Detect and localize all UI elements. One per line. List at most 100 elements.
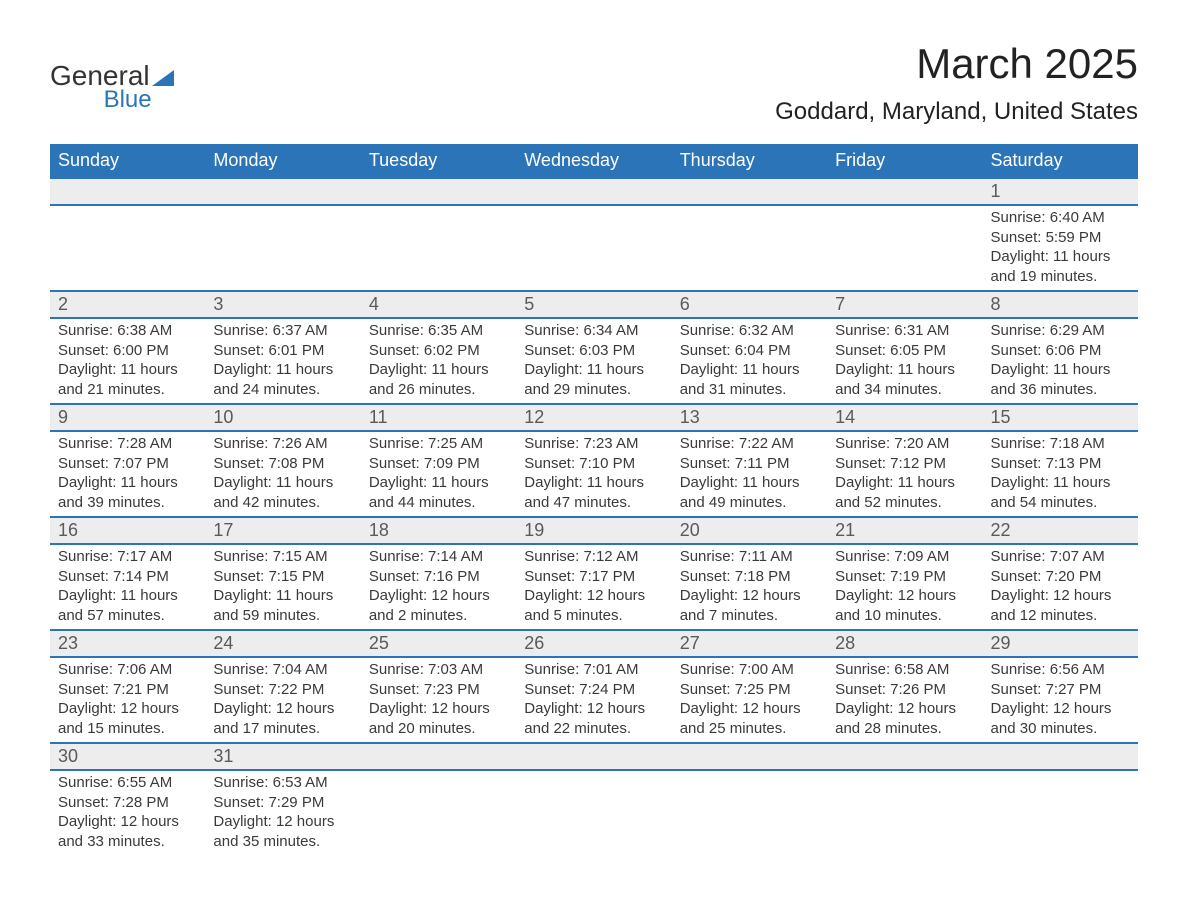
day-cell-details: Sunrise: 7:03 AMSunset: 7:23 PMDaylight:…	[361, 657, 516, 743]
empty-cell	[827, 178, 982, 205]
day-cell-number: 24	[205, 630, 360, 657]
day-details: Sunrise: 7:20 AMSunset: 7:12 PMDaylight:…	[827, 432, 982, 516]
weekday-header: Thursday	[672, 144, 827, 178]
day-cell-details: Sunrise: 7:15 AMSunset: 7:15 PMDaylight:…	[205, 544, 360, 630]
empty-cell	[361, 178, 516, 205]
day-cell-details: Sunrise: 6:32 AMSunset: 6:04 PMDaylight:…	[672, 318, 827, 404]
day-number: 17	[205, 518, 360, 543]
day-number: 24	[205, 631, 360, 656]
day-cell-number: 25	[361, 630, 516, 657]
page-title: March 2025	[775, 40, 1138, 88]
day-number: 11	[361, 405, 516, 430]
day-number: 8	[983, 292, 1138, 317]
empty-cell	[516, 743, 671, 770]
day-cell-number: 27	[672, 630, 827, 657]
day-cell-details: Sunrise: 7:18 AMSunset: 7:13 PMDaylight:…	[983, 431, 1138, 517]
day-number: 14	[827, 405, 982, 430]
day-cell-details: Sunrise: 7:20 AMSunset: 7:12 PMDaylight:…	[827, 431, 982, 517]
day-details: Sunrise: 6:55 AMSunset: 7:28 PMDaylight:…	[50, 771, 205, 855]
weekday-header: Friday	[827, 144, 982, 178]
day-cell-details: Sunrise: 6:58 AMSunset: 7:26 PMDaylight:…	[827, 657, 982, 743]
day-number: 25	[361, 631, 516, 656]
day-details: Sunrise: 7:01 AMSunset: 7:24 PMDaylight:…	[516, 658, 671, 742]
day-details: Sunrise: 7:06 AMSunset: 7:21 PMDaylight:…	[50, 658, 205, 742]
empty-cell	[672, 743, 827, 770]
day-number: 10	[205, 405, 360, 430]
day-cell-number: 15	[983, 404, 1138, 431]
title-block: March 2025 Goddard, Maryland, United Sta…	[775, 40, 1138, 126]
empty-cell	[983, 770, 1138, 855]
empty-cell	[361, 743, 516, 770]
day-cell-number: 26	[516, 630, 671, 657]
day-number: 1	[983, 179, 1138, 204]
day-cell-details: Sunrise: 7:25 AMSunset: 7:09 PMDaylight:…	[361, 431, 516, 517]
empty-cell	[672, 205, 827, 291]
empty-cell	[50, 178, 205, 205]
day-cell-details: Sunrise: 7:11 AMSunset: 7:18 PMDaylight:…	[672, 544, 827, 630]
weekday-header: Sunday	[50, 144, 205, 178]
day-cell-details: Sunrise: 7:04 AMSunset: 7:22 PMDaylight:…	[205, 657, 360, 743]
day-cell-details: Sunrise: 7:00 AMSunset: 7:25 PMDaylight:…	[672, 657, 827, 743]
day-details: Sunrise: 7:22 AMSunset: 7:11 PMDaylight:…	[672, 432, 827, 516]
empty-cell	[361, 205, 516, 291]
day-number: 2	[50, 292, 205, 317]
day-details: Sunrise: 7:12 AMSunset: 7:17 PMDaylight:…	[516, 545, 671, 629]
empty-cell	[983, 743, 1138, 770]
day-cell-number: 16	[50, 517, 205, 544]
day-cell-details: Sunrise: 7:01 AMSunset: 7:24 PMDaylight:…	[516, 657, 671, 743]
day-details: Sunrise: 6:29 AMSunset: 6:06 PMDaylight:…	[983, 319, 1138, 403]
calendar-week-daynum-row: 16171819202122	[50, 517, 1138, 544]
day-details: Sunrise: 7:15 AMSunset: 7:15 PMDaylight:…	[205, 545, 360, 629]
empty-cell	[516, 205, 671, 291]
day-cell-number: 8	[983, 291, 1138, 318]
empty-cell	[50, 205, 205, 291]
empty-cell	[827, 205, 982, 291]
day-number: 19	[516, 518, 671, 543]
day-details: Sunrise: 7:03 AMSunset: 7:23 PMDaylight:…	[361, 658, 516, 742]
day-cell-details: Sunrise: 6:53 AMSunset: 7:29 PMDaylight:…	[205, 770, 360, 855]
day-cell-number: 12	[516, 404, 671, 431]
logo-line2: Blue	[104, 86, 152, 114]
logo: General Blue	[50, 60, 174, 114]
day-number: 5	[516, 292, 671, 317]
calendar-body: 1Sunrise: 6:40 AMSunset: 5:59 PMDaylight…	[50, 178, 1138, 855]
day-details: Sunrise: 6:35 AMSunset: 6:02 PMDaylight:…	[361, 319, 516, 403]
day-cell-number: 31	[205, 743, 360, 770]
empty-cell	[205, 178, 360, 205]
day-cell-number: 4	[361, 291, 516, 318]
header: General Blue March 2025 Goddard, Marylan…	[50, 40, 1138, 126]
day-cell-details: Sunrise: 6:34 AMSunset: 6:03 PMDaylight:…	[516, 318, 671, 404]
day-number: 26	[516, 631, 671, 656]
day-cell-details: Sunrise: 7:07 AMSunset: 7:20 PMDaylight:…	[983, 544, 1138, 630]
day-number: 7	[827, 292, 982, 317]
weekday-header: Monday	[205, 144, 360, 178]
page-subtitle: Goddard, Maryland, United States	[775, 98, 1138, 126]
day-number: 23	[50, 631, 205, 656]
day-details: Sunrise: 6:56 AMSunset: 7:27 PMDaylight:…	[983, 658, 1138, 742]
day-cell-number: 7	[827, 291, 982, 318]
day-number: 31	[205, 744, 360, 769]
day-cell-number: 21	[827, 517, 982, 544]
day-number: 4	[361, 292, 516, 317]
day-cell-number: 29	[983, 630, 1138, 657]
day-cell-details: Sunrise: 6:40 AMSunset: 5:59 PMDaylight:…	[983, 205, 1138, 291]
day-number: 18	[361, 518, 516, 543]
empty-cell	[827, 770, 982, 855]
day-details: Sunrise: 7:14 AMSunset: 7:16 PMDaylight:…	[361, 545, 516, 629]
calendar-week-daynum-row: 23242526272829	[50, 630, 1138, 657]
day-number: 15	[983, 405, 1138, 430]
calendar-week-details-row: Sunrise: 6:55 AMSunset: 7:28 PMDaylight:…	[50, 770, 1138, 855]
day-details: Sunrise: 7:11 AMSunset: 7:18 PMDaylight:…	[672, 545, 827, 629]
day-cell-details: Sunrise: 6:55 AMSunset: 7:28 PMDaylight:…	[50, 770, 205, 855]
day-details: Sunrise: 7:23 AMSunset: 7:10 PMDaylight:…	[516, 432, 671, 516]
day-cell-details: Sunrise: 7:26 AMSunset: 7:08 PMDaylight:…	[205, 431, 360, 517]
day-number: 12	[516, 405, 671, 430]
empty-cell	[672, 178, 827, 205]
day-number: 6	[672, 292, 827, 317]
day-cell-details: Sunrise: 7:14 AMSunset: 7:16 PMDaylight:…	[361, 544, 516, 630]
day-details: Sunrise: 6:53 AMSunset: 7:29 PMDaylight:…	[205, 771, 360, 855]
day-cell-number: 20	[672, 517, 827, 544]
day-number: 27	[672, 631, 827, 656]
day-cell-number: 13	[672, 404, 827, 431]
day-details: Sunrise: 7:28 AMSunset: 7:07 PMDaylight:…	[50, 432, 205, 516]
